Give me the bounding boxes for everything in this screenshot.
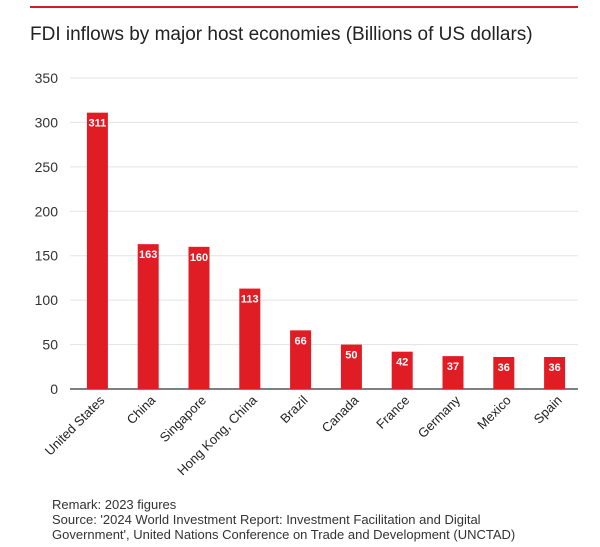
top-accent-rule xyxy=(30,6,578,8)
bar xyxy=(137,244,159,389)
remark-text: Remark: 2023 figures xyxy=(52,497,177,512)
data-label: 36 xyxy=(548,362,560,374)
x-tick-label: Germany xyxy=(415,392,464,441)
y-tick-label: 0 xyxy=(50,381,58,397)
x-tick-label: United States xyxy=(42,392,108,458)
data-label: 42 xyxy=(396,357,408,369)
x-tick-label: France xyxy=(373,393,412,432)
x-tick-label: Spain xyxy=(531,393,565,427)
bar xyxy=(239,288,261,389)
y-tick-label: 300 xyxy=(35,114,59,130)
data-label: 50 xyxy=(345,350,357,362)
bars xyxy=(86,112,566,389)
bar xyxy=(442,356,464,389)
x-tick-label: Canada xyxy=(319,392,362,435)
y-tick-label: 150 xyxy=(35,248,59,264)
y-tick-label: 350 xyxy=(35,70,59,86)
y-tick-label: 250 xyxy=(35,159,59,175)
data-label: 311 xyxy=(89,118,107,130)
y-tick-label: 100 xyxy=(35,292,59,308)
data-label: 163 xyxy=(139,249,157,261)
source-text-line-1: Source: '2024 World Investment Report: I… xyxy=(52,512,481,527)
data-label: 36 xyxy=(498,362,510,374)
bar xyxy=(86,112,108,389)
data-label: 113 xyxy=(241,294,259,306)
bar xyxy=(391,351,413,389)
bar xyxy=(290,330,312,389)
data-label: 37 xyxy=(447,361,459,373)
y-axis-ticks: 0 50 100 150 200 250 300 350 xyxy=(35,70,59,397)
x-tick-label: Brazil xyxy=(277,392,311,426)
x-tick-label: Singapore xyxy=(157,393,210,446)
bar xyxy=(340,344,362,389)
y-tick-label: 50 xyxy=(42,337,58,353)
data-labels: 311 163 160 113 66 50 42 37 36 36 xyxy=(89,118,561,374)
y-tick-label: 200 xyxy=(35,203,59,219)
x-tick-label: China xyxy=(124,392,159,427)
source-text-line-2: Government', United Nations Conference o… xyxy=(52,527,516,542)
bar xyxy=(188,246,210,389)
data-label: 160 xyxy=(190,252,208,264)
x-tick-label: Mexico xyxy=(474,393,514,433)
chart-notes: Remark: 2023 figures Source: '2024 World… xyxy=(52,497,515,542)
chart-title: FDI inflows by major host economies (Bil… xyxy=(30,24,533,45)
data-label: 66 xyxy=(294,335,306,347)
bar xyxy=(493,357,515,389)
bar xyxy=(544,357,566,389)
